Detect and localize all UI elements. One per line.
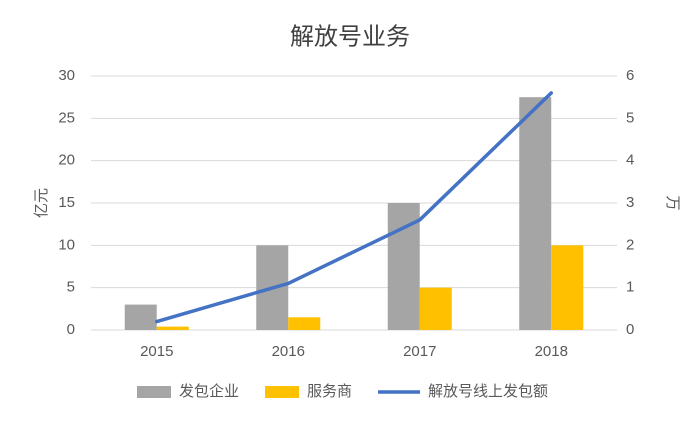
x-tick-label: 2016: [272, 343, 305, 360]
line-series: [155, 91, 553, 324]
bar: [156, 326, 189, 330]
legend-swatch: [137, 386, 171, 398]
legend-label: 服务商: [307, 383, 352, 400]
x-tick-label: 2018: [535, 343, 568, 360]
y-tick-label: 15: [58, 194, 75, 211]
y-tick-label: 0: [67, 321, 75, 338]
y2-tick-label: 4: [626, 152, 634, 169]
bar: [519, 97, 552, 331]
bar: [419, 287, 452, 330]
y-tick-label: 5: [67, 279, 75, 296]
bar: [551, 245, 584, 330]
y2-tick-label: 2: [626, 236, 634, 253]
y2-axis-label: 万: [664, 195, 681, 210]
y-axis-label: 亿元: [33, 188, 50, 218]
legend-swatch: [265, 386, 300, 398]
legend-label: 解放号线上发包额: [428, 383, 548, 400]
y2-tick-label: 5: [626, 109, 634, 126]
y2-tick-label: 1: [626, 279, 634, 296]
x-tick-label: 2015: [140, 343, 173, 360]
y2-tick-label: 6: [626, 67, 634, 84]
y-tick-label: 20: [58, 152, 75, 169]
y2-tick-label: 0: [626, 321, 634, 338]
legend-label: 发包企业: [179, 382, 239, 400]
y-tick-label: 30: [58, 67, 75, 84]
y-tick-label: 25: [58, 109, 75, 126]
y2-tick-label: 3: [626, 194, 634, 211]
y-tick-label: 10: [58, 236, 75, 253]
bar: [288, 317, 321, 330]
bar: [124, 304, 157, 330]
chart-title: 解放号业务: [290, 23, 410, 50]
x-tick-label: 2017: [403, 343, 436, 360]
